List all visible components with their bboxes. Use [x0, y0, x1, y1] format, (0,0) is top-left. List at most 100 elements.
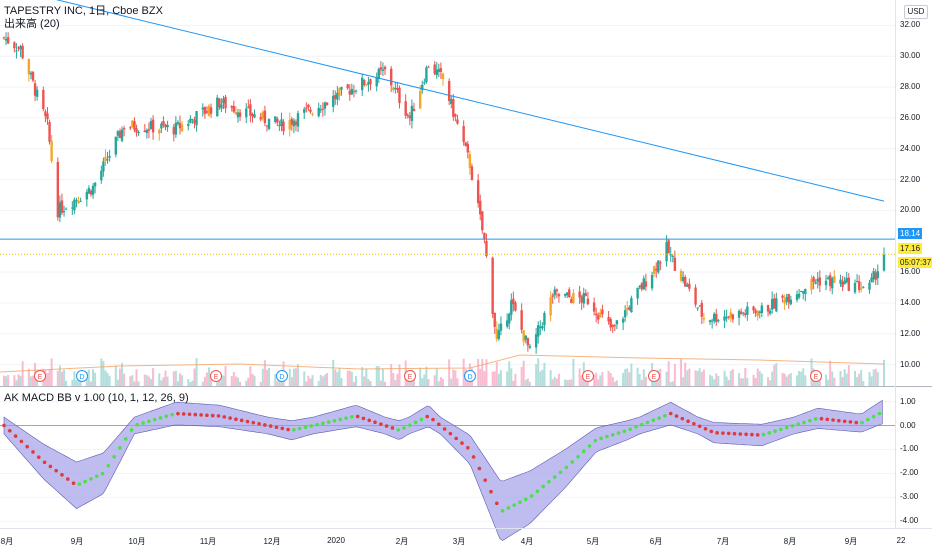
volume-bar — [367, 378, 370, 386]
macd-dot — [2, 423, 6, 428]
volume-bar — [659, 368, 662, 386]
volume-bar — [433, 375, 436, 386]
volume-bar — [294, 368, 297, 386]
candle-body — [549, 297, 552, 316]
candle-body — [758, 311, 761, 314]
macd-dot — [408, 423, 412, 427]
volume-bar — [323, 374, 326, 386]
candle-body — [623, 310, 627, 318]
candle-body — [234, 112, 238, 115]
currency-button[interactable]: USD — [904, 5, 928, 19]
candle-body — [288, 120, 291, 130]
macd-dot — [518, 500, 522, 505]
candle-body — [744, 313, 747, 315]
candle-body — [508, 313, 511, 324]
candle-body — [770, 299, 774, 310]
candle-body — [412, 108, 416, 112]
macd-dot — [390, 426, 395, 430]
volume-bar — [742, 378, 745, 386]
price-axis-label: 30.00 — [900, 51, 921, 61]
volume-legend[interactable]: 出来高 (20) — [4, 18, 60, 30]
volume-bar — [669, 381, 672, 386]
volume-bar — [686, 370, 689, 386]
event-marker — [276, 370, 288, 382]
volume-bar — [694, 370, 697, 386]
candle-body — [15, 50, 18, 52]
candle-body — [64, 208, 68, 210]
volume-bar — [756, 368, 759, 386]
candle-body — [160, 123, 163, 129]
volume-bar — [305, 381, 308, 386]
candle-body — [195, 111, 198, 126]
candle-body — [381, 69, 385, 71]
macd-dot — [326, 420, 331, 424]
candle-body — [435, 69, 438, 76]
volume-bar — [506, 371, 509, 386]
time-axis-label: 22 — [896, 536, 906, 545]
symbol-title[interactable]: TAPESTRY INC, 1日, Cboe BZX — [4, 5, 163, 17]
macd-dot — [332, 418, 337, 423]
price-candles — [2, 32, 886, 354]
volume-bar — [450, 378, 453, 386]
candle-body — [187, 123, 190, 126]
candle-body — [466, 143, 470, 153]
volume-bar — [636, 367, 639, 386]
macd-dot — [767, 431, 772, 435]
volume-bar — [290, 377, 293, 386]
candle-body — [276, 118, 279, 123]
candle-body — [582, 293, 585, 304]
volume-bar — [423, 374, 426, 386]
volume-bar — [789, 373, 792, 386]
volume-bar — [508, 361, 511, 386]
price-axis-label: 12.00 — [900, 328, 921, 338]
volume-bar — [87, 369, 90, 386]
macd-dot — [94, 474, 99, 479]
candle-body — [551, 295, 554, 297]
candle-body — [319, 109, 322, 111]
candle-body — [665, 242, 668, 262]
macd-dot — [599, 436, 603, 441]
volume-bar — [785, 376, 788, 386]
macd-dot — [129, 428, 134, 432]
volume-bar — [783, 373, 786, 386]
macd-dot — [483, 478, 488, 482]
candle-body — [383, 66, 387, 70]
volume-bar — [640, 379, 643, 386]
volume-bar — [189, 381, 192, 386]
price-axis-label: 28.00 — [900, 82, 921, 92]
volume-bar — [311, 375, 314, 386]
volume-bar — [334, 369, 337, 386]
volume-bar — [572, 358, 575, 386]
macd-dot — [234, 417, 238, 422]
candle-body — [421, 84, 424, 91]
candle-body — [29, 72, 33, 75]
volume-bar — [787, 374, 790, 386]
macd-dot — [158, 416, 163, 420]
macd-dot — [645, 420, 650, 425]
macd-dot — [164, 414, 169, 419]
volume-bar — [303, 371, 306, 386]
candle-body — [317, 108, 320, 117]
indicator-legend[interactable]: AK MACD BB v 1.00 (10, 1, 12, 26, 9) — [4, 392, 189, 404]
volume-bar — [350, 371, 353, 386]
candle-body — [151, 119, 155, 133]
volume-bar — [709, 374, 712, 386]
volume-bar — [247, 377, 250, 386]
candle-body — [696, 307, 699, 309]
candle-body — [737, 310, 741, 318]
candle-body — [462, 125, 465, 142]
candle-body — [274, 116, 277, 122]
volume-bar — [234, 376, 237, 386]
candle-body — [218, 98, 221, 108]
candle-body — [162, 120, 165, 126]
macd-dot — [141, 421, 145, 425]
volume-bar — [622, 372, 625, 386]
candle-body — [497, 330, 501, 339]
volume-bar — [259, 381, 262, 386]
candle-body — [563, 293, 567, 296]
volume-ma-line — [0, 354, 885, 373]
candle-body — [739, 311, 743, 314]
candle-body — [245, 108, 248, 118]
volume-bar — [394, 380, 397, 386]
